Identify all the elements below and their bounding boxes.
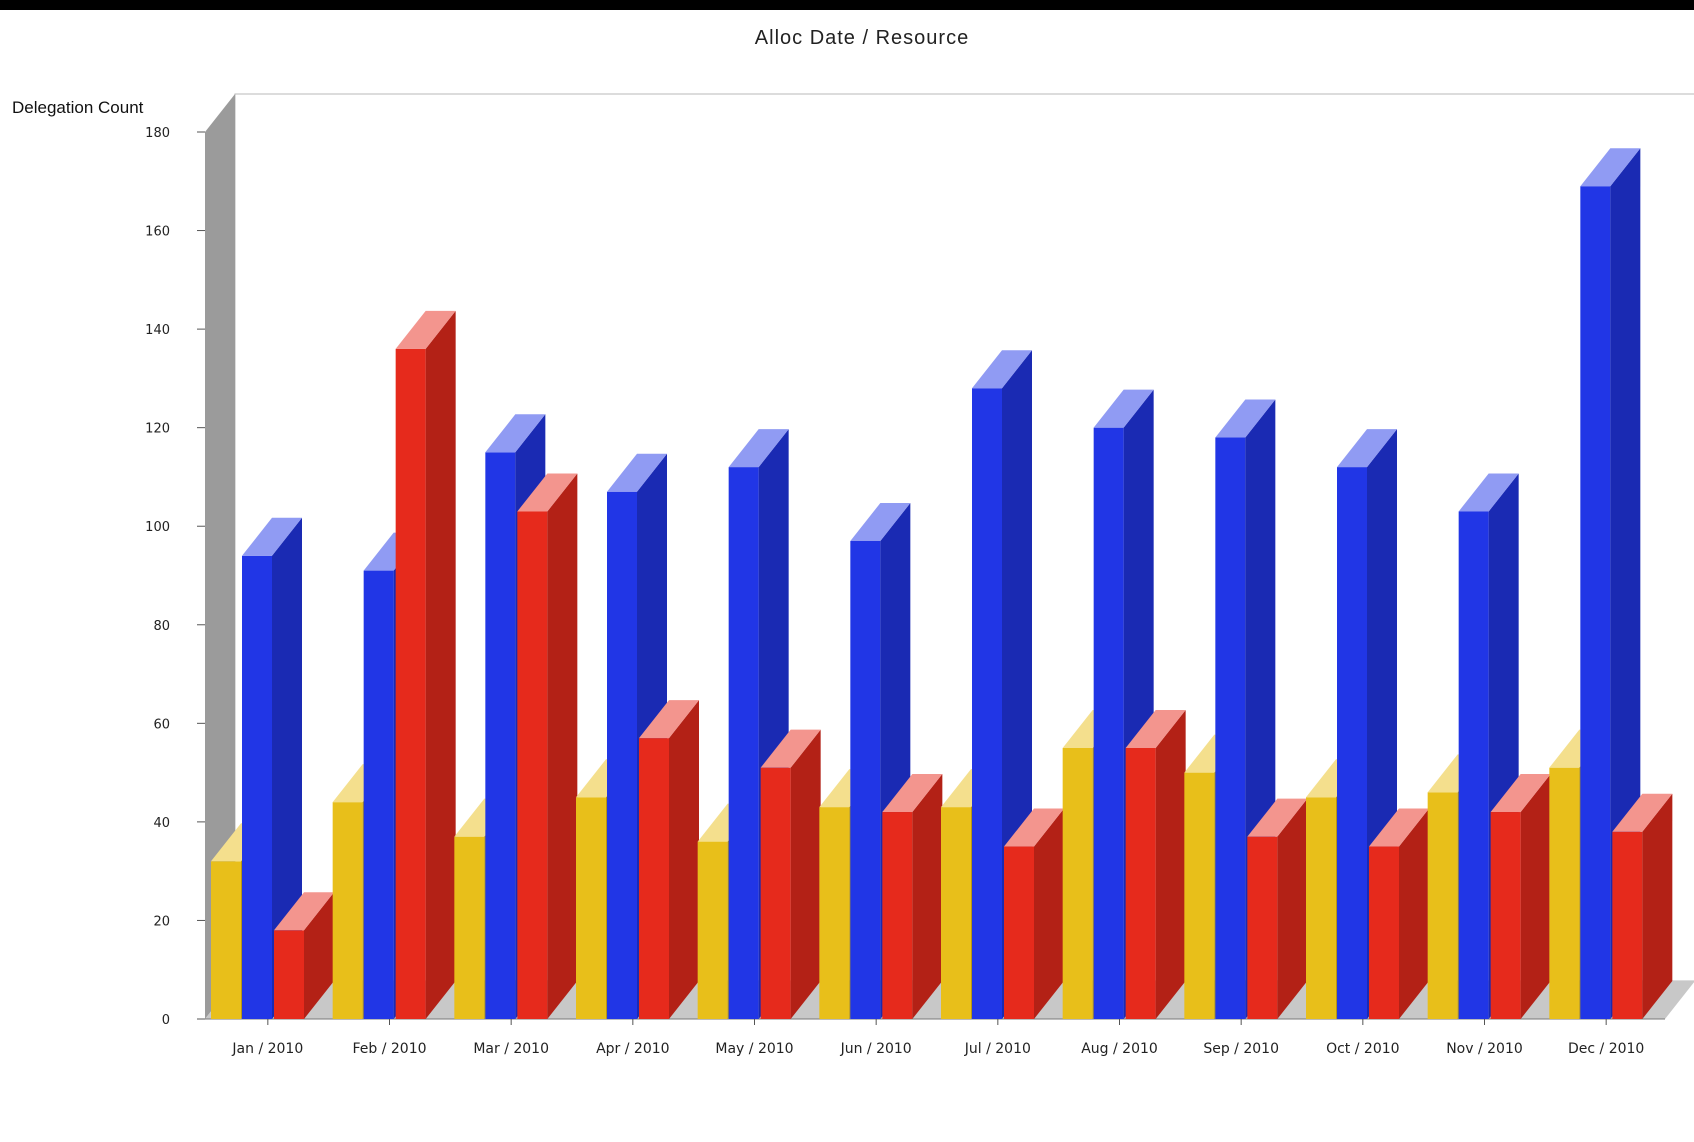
bar-front	[941, 807, 971, 1019]
bar	[882, 774, 942, 1019]
bar-side	[1156, 710, 1186, 1019]
bar-front	[1306, 797, 1336, 1019]
bar-front	[1094, 428, 1124, 1019]
bar-front	[1459, 511, 1489, 1019]
x-tick-label: Jul / 2010	[964, 1041, 1031, 1057]
chart-title: Alloc Date / Resource	[755, 27, 969, 49]
y-tick-label: 140	[145, 323, 170, 338]
x-tick-label: Feb / 2010	[352, 1041, 426, 1057]
bar	[1247, 799, 1307, 1019]
bar-side	[912, 774, 942, 1019]
bar-front	[1580, 186, 1610, 1019]
x-tick-label: Aug / 2010	[1081, 1041, 1158, 1057]
bar-front	[485, 452, 515, 1019]
bar	[1491, 774, 1551, 1019]
bar-front	[1004, 847, 1034, 1019]
x-tick-label: Nov / 2010	[1446, 1041, 1523, 1057]
bar-front	[1215, 438, 1245, 1019]
bar-front	[396, 349, 426, 1019]
bar-side	[1277, 799, 1307, 1019]
bar-front	[882, 812, 912, 1019]
bar	[639, 700, 699, 1019]
y-tick-label: 100	[145, 520, 170, 535]
x-tick-label: Jun / 2010	[840, 1041, 912, 1057]
bar-front	[1247, 837, 1277, 1019]
y-tick-label: 80	[153, 619, 170, 634]
bar-front	[1612, 832, 1642, 1019]
chart-frame: Alloc Date / Resource Delegation Count 0…	[0, 10, 1694, 1142]
bar-front	[454, 837, 484, 1019]
bar-front	[517, 511, 547, 1019]
y-tick-label: 40	[153, 816, 170, 831]
y-tick-label: 20	[153, 914, 170, 929]
bar-front	[1184, 773, 1214, 1019]
bar-front	[576, 797, 606, 1019]
bar-front	[1369, 847, 1399, 1019]
bar-side	[1521, 774, 1551, 1019]
bar-front	[1063, 748, 1093, 1019]
bar-front	[242, 556, 272, 1019]
bar	[1369, 809, 1429, 1019]
bar-front	[1491, 812, 1521, 1019]
bar-front	[1428, 792, 1458, 1019]
bar-front	[274, 930, 304, 1019]
y-tick-label: 160	[145, 225, 170, 240]
bar-front	[972, 388, 1002, 1019]
bar-front	[698, 842, 728, 1019]
y-axis-ticks: 0 20 40 60 80 100 120 140 160 180	[145, 126, 205, 1028]
y-axis-label: Delegation Count	[12, 98, 144, 117]
x-tick-label: Mar / 2010	[473, 1041, 549, 1057]
x-axis-ticks: Jan / 2010 Feb / 2010 Mar / 2010 Apr / 2010…	[231, 1019, 1644, 1057]
bar-side	[426, 311, 456, 1019]
x-tick-label: May / 2010	[715, 1041, 793, 1057]
bar	[1126, 710, 1186, 1019]
bar-front	[1337, 467, 1367, 1019]
bar	[517, 473, 577, 1019]
bar-front	[364, 571, 394, 1019]
bar-front	[819, 807, 849, 1019]
bar-front	[1549, 768, 1579, 1019]
bar-front	[850, 541, 880, 1019]
bar-side	[669, 700, 699, 1019]
bar	[1004, 809, 1064, 1019]
x-tick-label: Oct / 2010	[1326, 1041, 1399, 1057]
bar-side	[1642, 794, 1672, 1019]
bar-front	[639, 738, 669, 1019]
bar	[761, 730, 821, 1019]
y-tick-label: 120	[145, 422, 170, 437]
bar-front	[607, 492, 637, 1019]
y-tick-label: 60	[153, 717, 170, 732]
y-tick-label: 0	[162, 1013, 170, 1028]
bar-chart: Alloc Date / Resource Delegation Count 0…	[0, 10, 1694, 1142]
bar	[396, 311, 456, 1019]
y-tick-label: 180	[145, 126, 170, 141]
bar-front	[729, 467, 759, 1019]
x-tick-label: Dec / 2010	[1568, 1041, 1644, 1057]
x-tick-label: Jan / 2010	[231, 1041, 303, 1057]
bar-side	[791, 730, 821, 1019]
x-tick-label: Sep / 2010	[1203, 1041, 1279, 1057]
bar-side	[547, 473, 577, 1019]
bar-front	[211, 861, 241, 1019]
bar-front	[333, 802, 363, 1019]
bar	[1612, 794, 1672, 1019]
bar-front	[1126, 748, 1156, 1019]
bar-front	[761, 768, 791, 1019]
x-tick-label: Apr / 2010	[596, 1041, 669, 1057]
